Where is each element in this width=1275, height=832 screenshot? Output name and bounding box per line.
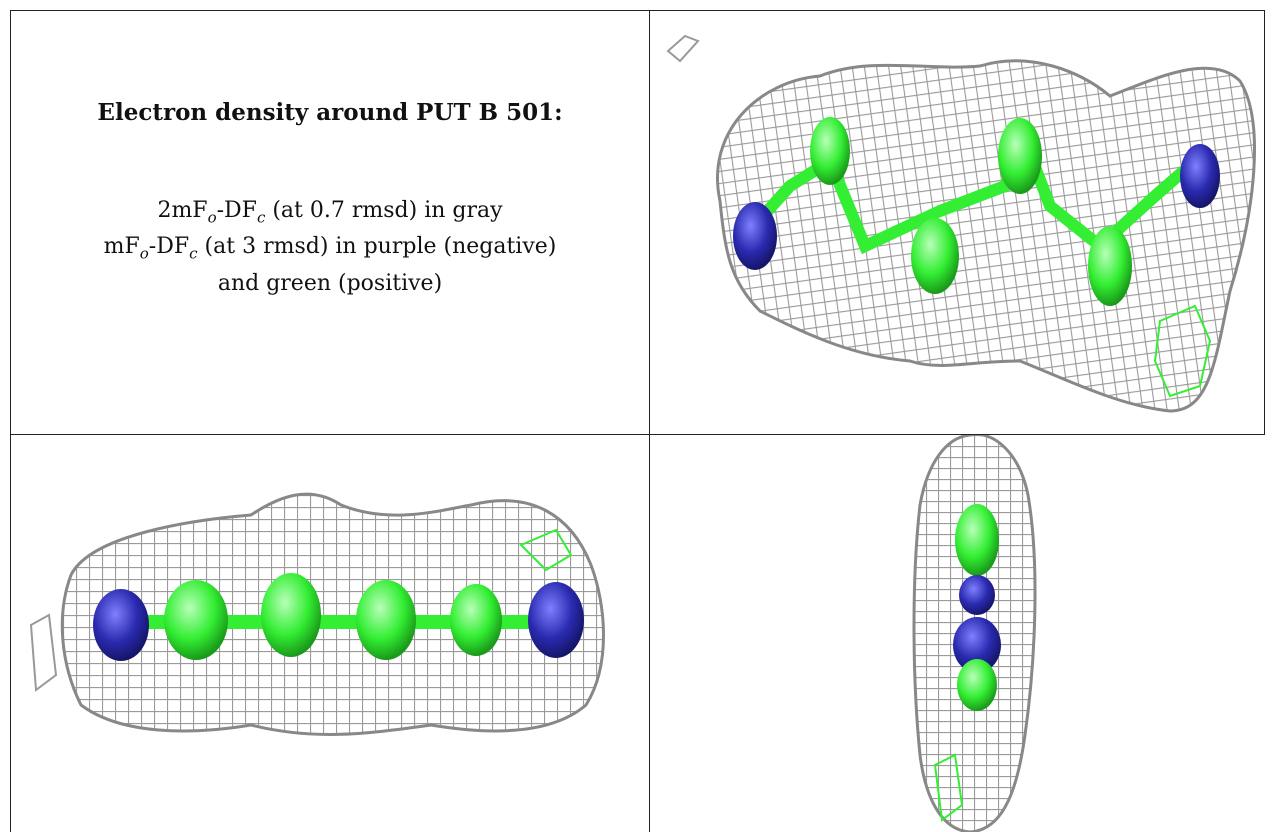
mesh-envelope <box>60 492 605 736</box>
table-border-row <box>10 434 1265 435</box>
figure-title: Electron density around PUT B 501: <box>97 99 563 126</box>
carbon-atom <box>356 580 416 660</box>
mesh-fragment <box>29 613 58 692</box>
positive-difference-mesh <box>519 528 573 572</box>
carbon-atom <box>911 218 959 294</box>
table-border-right <box>1264 10 1265 435</box>
carbon-atom <box>955 504 999 576</box>
nitrogen-atom <box>93 589 149 661</box>
table-border-middle <box>649 10 650 832</box>
nitrogen-atom <box>959 575 995 615</box>
legend-line-2mfo: 2mFo-DFc (at 0.7 rmsd) in gray <box>157 198 503 227</box>
density-view-side <box>29 492 605 736</box>
positive-difference-mesh <box>1153 304 1212 398</box>
table-border-top <box>10 10 1265 11</box>
nitrogen-atom <box>1180 144 1220 208</box>
carbon-atom <box>998 118 1042 194</box>
caption-cell: Electron density around PUT B 501: 2mFo-… <box>11 11 649 434</box>
positive-difference-mesh <box>933 753 964 822</box>
carbon-atom <box>957 659 997 711</box>
nitrogen-atom <box>953 617 1001 673</box>
legend-line-mfo: mFo-DFc (at 3 rmsd) in purple (negative) <box>103 234 557 263</box>
carbon-atom <box>450 584 502 656</box>
carbon-atom <box>164 580 228 660</box>
carbon-atom <box>810 117 850 185</box>
density-view-diagonal <box>666 34 1256 413</box>
density-view-end-on <box>912 435 1037 832</box>
figure-description: 2mFo-DFc (at 0.7 rmsd) in gray mFo-DFc (… <box>104 196 557 299</box>
carbon-atom <box>261 573 321 657</box>
carbon-atom <box>1088 226 1132 306</box>
nitrogen-atom <box>528 582 584 658</box>
mesh-fragment <box>666 34 700 63</box>
nitrogen-atom <box>733 202 777 270</box>
mesh-envelope <box>716 59 1256 413</box>
table-border-left <box>10 10 11 832</box>
legend-line-colors: and green (positive) <box>217 270 443 296</box>
